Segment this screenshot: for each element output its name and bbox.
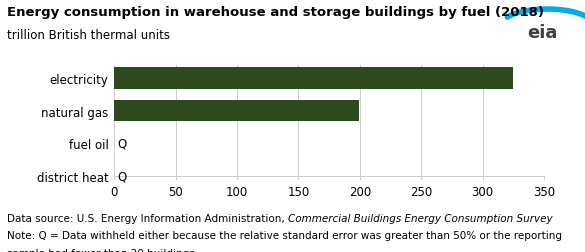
Text: Q: Q	[118, 170, 127, 183]
Text: Data source: U.S. Energy Information Administration,: Data source: U.S. Energy Information Adm…	[7, 213, 288, 223]
Text: eia: eia	[526, 24, 557, 42]
Text: Note: Q = Data withheld either because the relative standard error was greater t: Note: Q = Data withheld either because t…	[7, 231, 562, 241]
Text: trillion British thermal units: trillion British thermal units	[7, 29, 170, 42]
Text: Energy consumption in warehouse and storage buildings by fuel (2018): Energy consumption in warehouse and stor…	[7, 6, 544, 19]
Text: sample had fewer than 20 buildings.: sample had fewer than 20 buildings.	[7, 248, 198, 252]
Bar	[114, 101, 359, 122]
Text: Commercial Buildings Energy Consumption Survey: Commercial Buildings Energy Consumption …	[288, 213, 553, 223]
Bar	[114, 68, 514, 89]
Text: Q: Q	[118, 137, 127, 150]
